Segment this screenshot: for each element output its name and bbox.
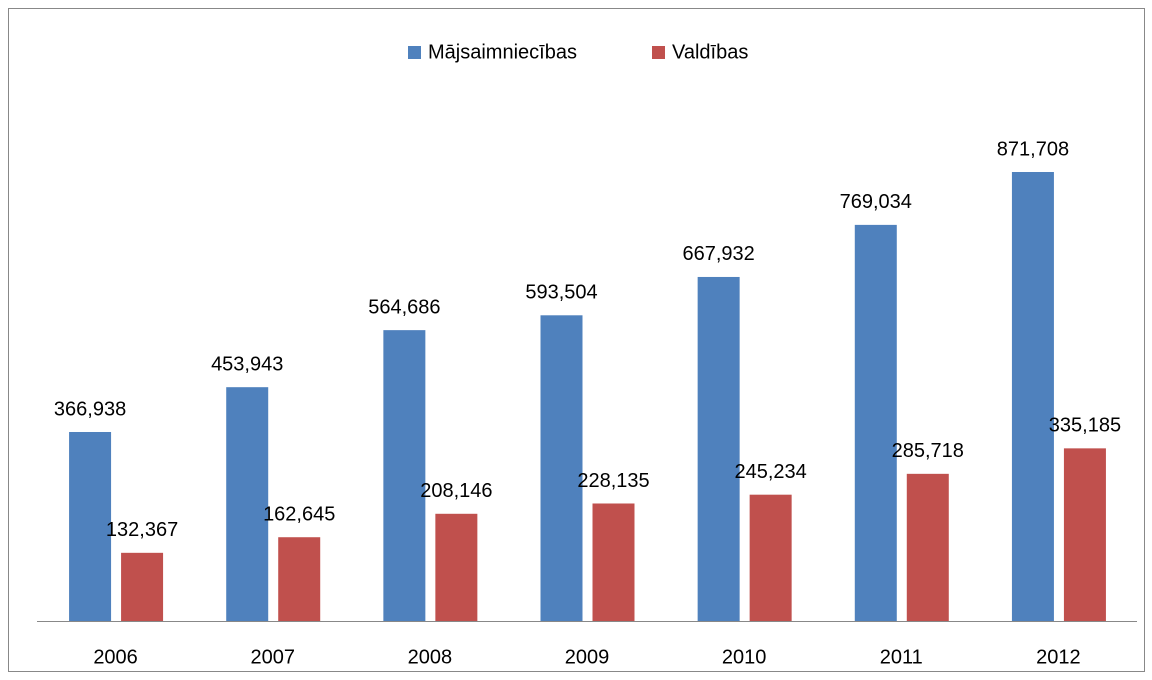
x-tick-label: 2011 [880,646,923,668]
bar [121,552,164,621]
x-tick-label: 2009 [565,646,610,668]
data-label: 667,932 [682,243,754,265]
data-label: 162,645 [263,504,335,526]
data-label: 769,034 [840,191,912,213]
bar [69,431,112,621]
data-label: 335,185 [1049,415,1121,437]
bar [226,387,269,621]
data-label: 564,686 [368,296,440,318]
legend-swatch [408,46,421,59]
bar [540,315,583,621]
x-tick-label: 2008 [408,646,453,668]
data-label: 453,943 [211,353,283,375]
data-label: 366,938 [54,398,126,420]
bar [854,224,897,621]
data-label: 132,367 [106,519,178,541]
bar [1011,172,1054,621]
bar [906,473,949,621]
bar [749,494,792,621]
bar [1063,448,1106,621]
bar [383,330,426,621]
data-label: 871,708 [997,138,1069,160]
bar [278,537,321,621]
legend-label: Mājsaimniecības [428,41,577,63]
legend-label: Valdības [672,41,748,63]
bar [592,503,635,621]
x-tick-label: 2006 [93,646,138,668]
data-label: 245,234 [734,461,806,483]
bar [435,513,478,621]
x-tick-label: 2010 [722,646,767,668]
x-tick-label: 2012 [1036,646,1081,668]
x-tick-label: 2007 [250,646,295,668]
legend-swatch [652,46,665,59]
bar [697,276,740,621]
data-label: 593,504 [525,282,597,304]
data-label: 228,135 [577,470,649,492]
data-label: 285,718 [892,440,964,462]
data-label: 208,146 [420,480,492,502]
